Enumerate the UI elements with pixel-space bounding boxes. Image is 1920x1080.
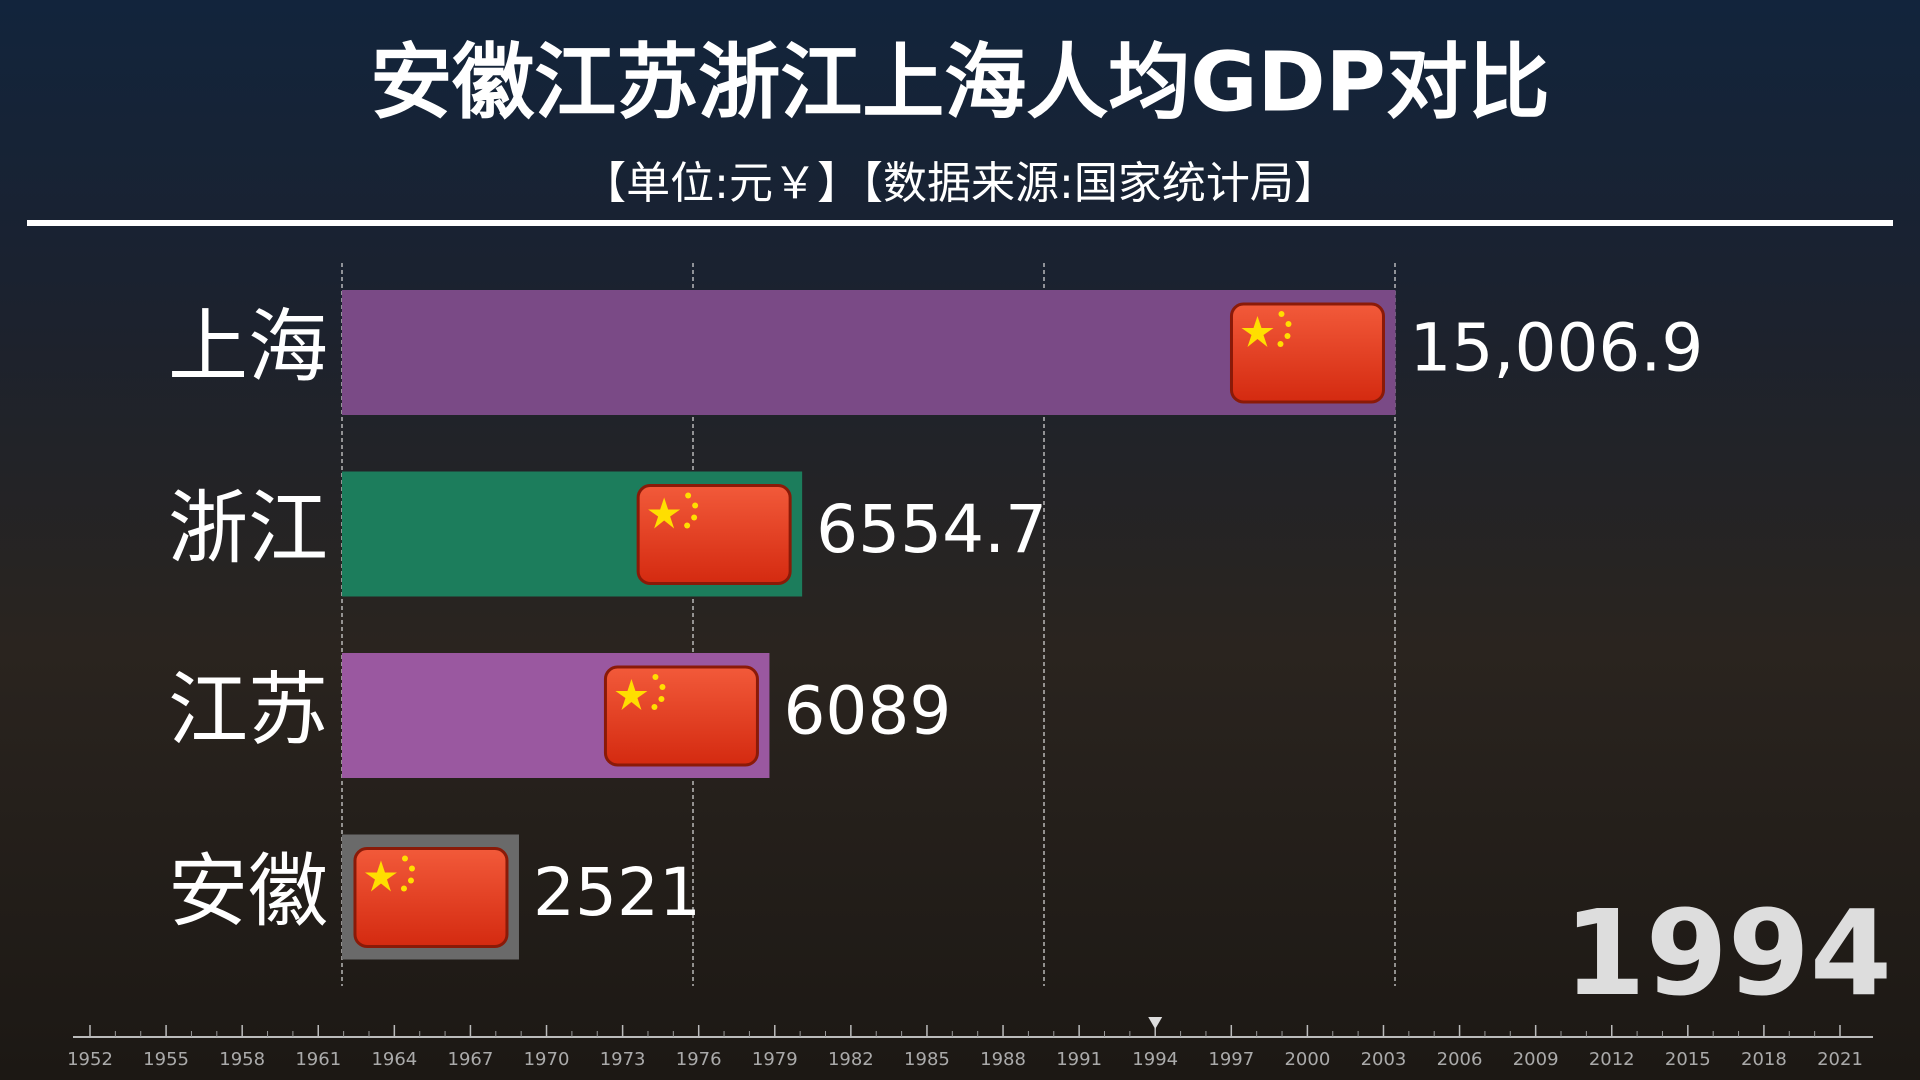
flag-body	[353, 847, 509, 948]
flag-star	[1241, 316, 1274, 347]
bar	[342, 290, 1396, 415]
flag-star	[364, 860, 397, 892]
timeline-label: 2018	[1741, 1049, 1787, 1070]
flag-icon	[353, 847, 509, 948]
value-label: 2521	[533, 854, 701, 931]
timeline-label: 2006	[1437, 1049, 1483, 1070]
flag-small-star	[684, 522, 691, 529]
flag-icon	[1229, 302, 1385, 404]
timeline-label: 1973	[600, 1049, 646, 1070]
timeline-label: 1952	[67, 1049, 113, 1070]
timeline-label: 2012	[1589, 1049, 1635, 1070]
flag-small-star	[685, 492, 692, 499]
timeline-label: 2015	[1665, 1049, 1711, 1070]
flag-body	[636, 484, 792, 585]
flag-small-star	[1285, 321, 1292, 327]
flag-small-star	[692, 502, 699, 509]
flag-small-star	[658, 696, 665, 702]
flag-body	[1229, 302, 1385, 404]
flag-small-star	[1277, 341, 1284, 347]
timeline-label: 2003	[1361, 1049, 1407, 1070]
value-label: 6089	[783, 673, 951, 750]
timeline-label: 2000	[1284, 1049, 1330, 1070]
timeline-label: 1994	[1132, 1049, 1178, 1070]
flag-small-star	[407, 877, 414, 884]
timeline-label: 1961	[295, 1049, 341, 1070]
flag-small-star	[401, 855, 408, 862]
timeline-label: 1970	[524, 1049, 570, 1070]
divider	[27, 220, 1893, 226]
flag-small-star	[1278, 311, 1285, 317]
timeline-label: 2021	[1817, 1049, 1863, 1070]
timeline-label: 1988	[980, 1049, 1026, 1070]
category-label: 江苏	[168, 663, 328, 756]
category-label: 安徽	[168, 845, 328, 938]
flag-small-star	[400, 885, 407, 892]
flag-small-star	[691, 514, 698, 521]
flag-small-star	[1284, 333, 1291, 339]
timeline-label: 1985	[904, 1049, 950, 1070]
value-label: 15,006.9	[1409, 310, 1703, 387]
timeline-label: 1967	[448, 1049, 494, 1070]
category-label: 浙江	[168, 482, 328, 575]
timeline-marker	[1148, 1017, 1163, 1029]
value-label: 6554.7	[816, 491, 1047, 568]
timeline-label: 1964	[371, 1049, 417, 1070]
timeline-label: 1958	[219, 1049, 265, 1070]
flag-star	[615, 679, 648, 710]
flag-small-star	[408, 865, 415, 872]
flag-icon	[636, 484, 792, 585]
chart-title: 安徽江苏浙江上海人均GDP对比	[370, 35, 1549, 130]
timeline-label: 1991	[1056, 1049, 1102, 1070]
flag-small-star	[652, 674, 659, 680]
flag-small-star	[651, 704, 658, 710]
timeline-label: 1982	[828, 1049, 874, 1070]
timeline-label: 1979	[752, 1049, 798, 1070]
timeline-label: 2009	[1513, 1049, 1559, 1070]
timeline-label: 1955	[143, 1049, 189, 1070]
chart-subtitle: 【单位:元￥】【数据来源:国家统计局】	[582, 158, 1338, 209]
flag-icon	[603, 665, 759, 767]
timeline-label: 1997	[1208, 1049, 1254, 1070]
flag-star	[648, 497, 681, 529]
category-label: 上海	[168, 300, 328, 393]
year-label: 1994	[1564, 884, 1892, 1022]
flag-small-star	[659, 684, 666, 690]
flag-body	[603, 665, 759, 767]
timeline-label: 1976	[676, 1049, 722, 1070]
